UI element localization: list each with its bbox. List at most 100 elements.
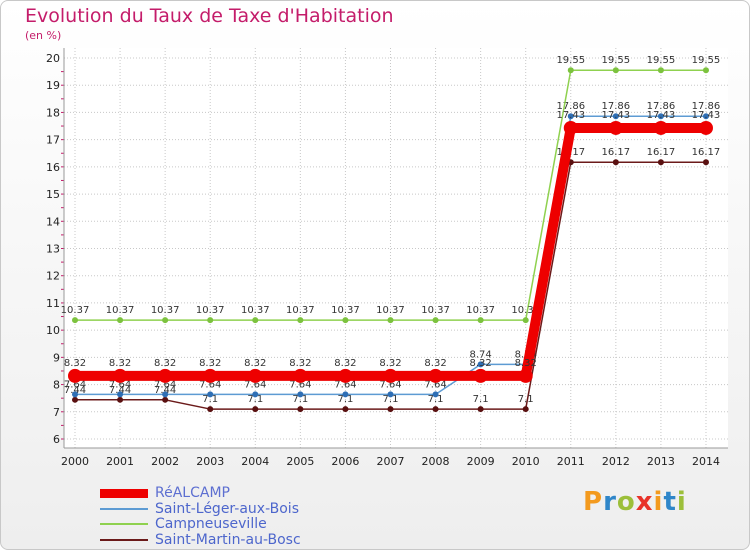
- y-tick-label: 20: [46, 52, 60, 65]
- data-label-realcamp: 8.32: [199, 358, 221, 369]
- data-label-saint-leger-aux-bois: 7.64: [379, 379, 401, 390]
- data-point-realcamp: [563, 120, 578, 135]
- data-label-saint-martin-au-bosc: 7.44: [154, 385, 176, 396]
- data-label-saint-leger-aux-bois: 17.86: [556, 101, 585, 112]
- y-tick-label: 7: [53, 406, 60, 419]
- data-point-saint-leger-aux-bois: [567, 113, 574, 120]
- data-point-realcamp: [698, 120, 713, 135]
- data-label-realcamp: 8.32: [469, 358, 491, 369]
- data-label-campneuseville: 10.37: [331, 305, 360, 316]
- data-label-realcamp: 8.32: [244, 358, 266, 369]
- x-tick-label: 2010: [512, 455, 540, 468]
- data-label-saint-martin-au-bosc: 7.1: [518, 394, 534, 405]
- data-point-saint-martin-au-bosc: [252, 406, 259, 413]
- data-label-saint-martin-au-bosc: 16.17: [602, 147, 631, 158]
- data-label-campneuseville: 10.37: [511, 305, 540, 316]
- data-point-realcamp: [518, 368, 533, 383]
- brand-letter: i: [676, 487, 687, 517]
- legend-label: RéALCAMP: [155, 485, 230, 501]
- y-tick-label: 12: [46, 270, 60, 283]
- data-point-campneuseville: [702, 67, 709, 74]
- data-label-saint-martin-au-bosc: 7.1: [428, 394, 444, 405]
- data-label-saint-leger-aux-bois: 7.64: [109, 379, 131, 390]
- data-point-saint-martin-au-bosc: [432, 406, 439, 413]
- data-point-saint-martin-au-bosc: [297, 406, 304, 413]
- x-tick-label: 2012: [602, 455, 630, 468]
- data-label-saint-leger-aux-bois: 7.64: [199, 379, 221, 390]
- data-point-realcamp: [653, 120, 668, 135]
- data-point-saint-martin-au-bosc: [342, 406, 349, 413]
- data-point-saint-leger-aux-bois: [162, 391, 169, 398]
- y-tick-label: 13: [46, 243, 60, 256]
- data-point-campneuseville: [162, 317, 169, 324]
- data-label-realcamp: 17.43: [602, 110, 631, 121]
- data-label-saint-leger-aux-bois: 7.64: [424, 379, 446, 390]
- legend-swatch: [100, 538, 148, 541]
- data-point-saint-martin-au-bosc: [477, 406, 484, 413]
- data-label-realcamp: 8.32: [515, 358, 537, 369]
- brand-letter: i: [653, 487, 664, 517]
- data-point-campneuseville: [342, 317, 349, 324]
- data-point-realcamp: [113, 368, 128, 383]
- data-label-realcamp: 8.32: [424, 358, 446, 369]
- data-point-saint-leger-aux-bois: [207, 391, 214, 398]
- data-point-campneuseville: [117, 317, 124, 324]
- data-label-saint-martin-au-bosc: 7.1: [337, 394, 353, 405]
- data-point-saint-leger-aux-bois: [72, 391, 78, 398]
- data-point-saint-leger-aux-bois: [117, 391, 124, 398]
- data-label-realcamp: 8.32: [64, 358, 86, 369]
- data-label-campneuseville: 10.37: [151, 305, 180, 316]
- chart-title: Evolution du Taux de Taxe d'Habitation: [25, 5, 394, 27]
- data-label-saint-martin-au-bosc: 16.17: [647, 147, 676, 158]
- brand-letter: P: [583, 487, 604, 517]
- x-tick-label: 2004: [241, 455, 269, 468]
- x-tick-label: 2000: [61, 455, 89, 468]
- y-tick-label: 19: [46, 79, 60, 92]
- x-tick-label: 2001: [106, 455, 134, 468]
- data-label-realcamp: 8.32: [379, 358, 401, 369]
- legend-label: Campneuseville: [155, 516, 267, 532]
- y-tick-label: 18: [46, 106, 60, 119]
- y-tick-label: 8: [53, 379, 60, 392]
- brand-letter: t: [663, 487, 677, 517]
- data-label-realcamp: 17.43: [556, 110, 585, 121]
- data-label-saint-martin-au-bosc: 7.1: [383, 394, 399, 405]
- x-tick-label: 2003: [196, 455, 224, 468]
- x-tick-label: 2008: [422, 455, 450, 468]
- unit-label: (en %): [25, 29, 62, 42]
- data-label-saint-martin-au-bosc: 7.1: [202, 394, 218, 405]
- brand-logo: Proxiti: [583, 487, 687, 517]
- y-tick-label: 14: [46, 215, 60, 228]
- legend-swatch: [100, 523, 148, 525]
- data-label-saint-martin-au-bosc: 7.1: [247, 394, 263, 405]
- data-label-realcamp: 17.43: [647, 110, 676, 121]
- data-point-saint-martin-au-bosc: [702, 159, 709, 166]
- data-label-saint-leger-aux-bois: 8.74: [469, 349, 491, 360]
- data-point-realcamp: [68, 368, 82, 383]
- data-label-saint-leger-aux-bois: 17.86: [647, 101, 676, 112]
- data-label-campneuseville: 10.37: [376, 305, 405, 316]
- data-point-realcamp: [473, 368, 488, 383]
- x-tick-label: 2014: [692, 455, 720, 468]
- data-point-saint-martin-au-bosc: [72, 396, 78, 403]
- data-point-saint-leger-aux-bois: [432, 391, 439, 398]
- data-point-campneuseville: [297, 317, 304, 324]
- legend-label: Saint-Martin-au-Bosc: [155, 531, 301, 548]
- data-label-saint-leger-aux-bois: 17.86: [602, 101, 631, 112]
- x-tick-label: 2002: [151, 455, 179, 468]
- data-label-saint-leger-aux-bois: 7.64: [64, 379, 86, 390]
- data-label-saint-martin-au-bosc: 7.44: [64, 385, 86, 396]
- data-label-campneuseville: 19.55: [556, 55, 585, 66]
- data-label-realcamp: 8.32: [289, 358, 311, 369]
- x-tick-label: 2013: [647, 455, 675, 468]
- data-point-realcamp: [608, 120, 623, 135]
- data-label-realcamp: 8.32: [334, 358, 356, 369]
- data-label-campneuseville: 10.37: [106, 305, 135, 316]
- x-tick-label: 2009: [467, 455, 495, 468]
- data-point-saint-martin-au-bosc: [117, 396, 124, 403]
- data-point-saint-martin-au-bosc: [207, 406, 214, 413]
- data-label-realcamp: 17.43: [692, 110, 721, 121]
- data-label-campneuseville: 10.37: [466, 305, 495, 316]
- data-label-campneuseville: 10.37: [196, 305, 225, 316]
- data-label-saint-martin-au-bosc: 7.1: [292, 394, 308, 405]
